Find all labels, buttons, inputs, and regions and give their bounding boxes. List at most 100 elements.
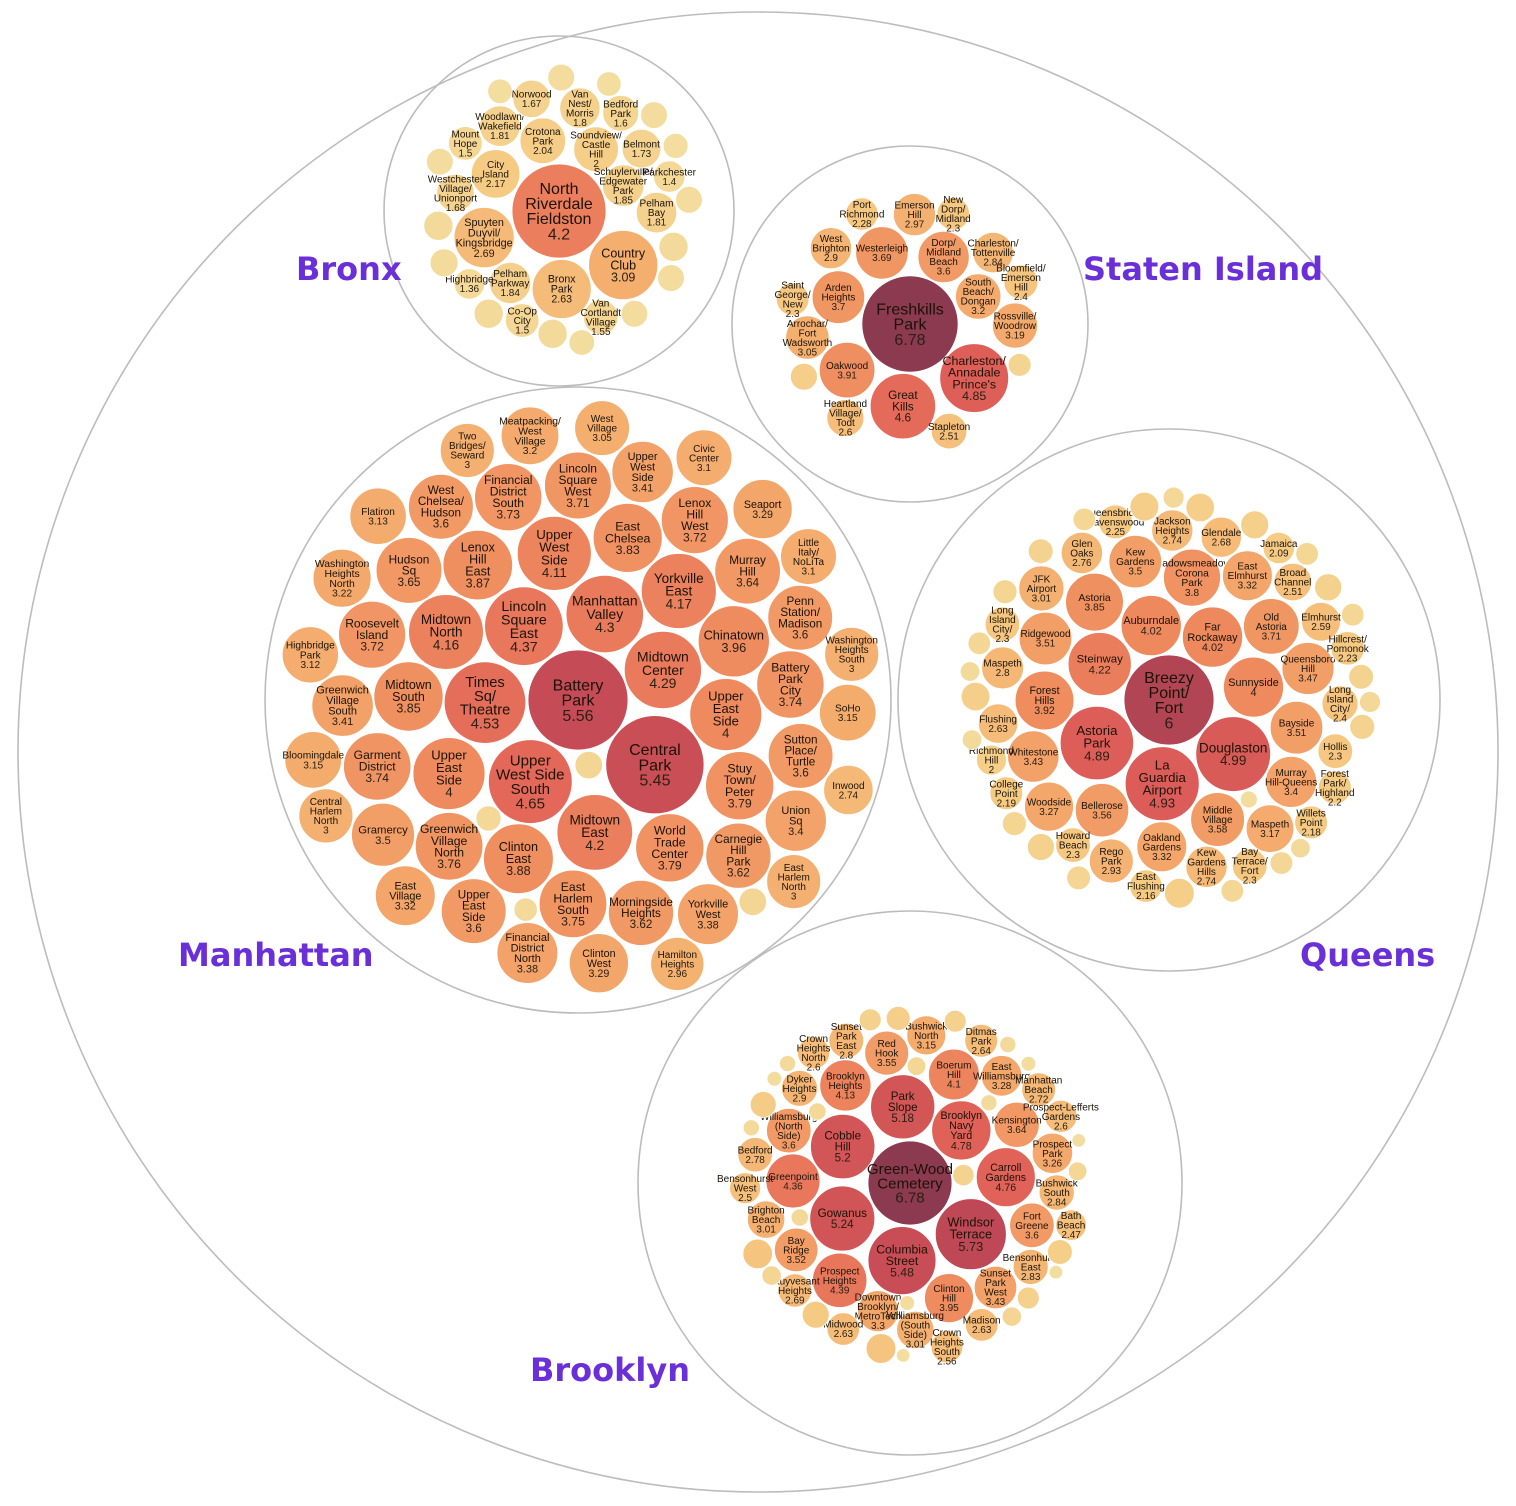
bubble-clinton-hill[interactable] <box>924 1273 974 1323</box>
bubble-ocean-parkway-south[interactable] <box>1047 1239 1073 1265</box>
bubble-flushing[interactable] <box>977 703 1019 744</box>
bubble-boerum-hill[interactable] <box>928 1048 980 1101</box>
bubble-great-kills[interactable] <box>869 373 937 440</box>
bubble-whitestone[interactable] <box>1007 730 1060 783</box>
bubble-howard-beach[interactable] <box>1055 827 1091 863</box>
bubble-crotona-park[interactable] <box>519 117 566 164</box>
bubble-riverdale-north-riverdale[interactable] <box>568 329 596 356</box>
bubble-seaport[interactable] <box>732 479 793 540</box>
bubble-rockaway-beach[interactable] <box>1164 877 1195 909</box>
bubble-ocean-hill[interactable] <box>761 1265 782 1286</box>
bubble-hollis[interactable] <box>1317 733 1353 769</box>
bubble-arden-heights[interactable] <box>811 270 866 324</box>
bubble-allerton-pelham-gardens[interactable] <box>658 231 689 262</box>
bubble-bloomfield-emerson-hill[interactable] <box>1003 264 1039 300</box>
bubble-bedford[interactable] <box>737 1137 773 1173</box>
bubble-lenox-hill-east[interactable] <box>442 529 513 601</box>
bubble-willets-point[interactable] <box>1294 805 1328 840</box>
bubble-midtown-south[interactable] <box>373 661 444 732</box>
bubble-canarsie[interactable] <box>742 1119 760 1137</box>
bubble-richmond-hill[interactable] <box>976 744 1007 776</box>
bubble-pelham-bay[interactable] <box>635 191 678 234</box>
bubble-red-hook[interactable] <box>864 1030 910 1076</box>
bubble-upper-west-side-south[interactable] <box>487 739 573 824</box>
bubble-prospect-lefferts-gardens[interactable] <box>1044 1099 1078 1133</box>
bubble-middle-village[interactable] <box>1190 792 1245 847</box>
bubble-maspeth[interactable] <box>1245 804 1295 853</box>
bubble-park-slope[interactable] <box>870 1074 936 1140</box>
bubble-manhattan-beach[interactable] <box>1021 1072 1056 1107</box>
bubble-red-hook[interactable] <box>1048 1264 1064 1280</box>
bubble-arrochar-fort-wadsworth[interactable] <box>785 315 830 360</box>
bubble-van-cortlandt-village[interactable] <box>582 299 619 335</box>
bubble-upper-east-side[interactable] <box>440 878 507 944</box>
bubble-east-elmhurst[interactable] <box>1222 550 1273 601</box>
bubble-stuy-town-peter-cooper-village[interactable] <box>705 751 775 821</box>
bubble-corona[interactable] <box>1027 538 1054 564</box>
bubble-governor-s-island-ellis-island-liberty-island[interactable] <box>513 897 538 922</box>
bubble-meatpacking-west-village-west[interactable] <box>500 406 560 465</box>
bubble-upper-west-side[interactable] <box>611 440 674 504</box>
bubble-emerson-hill[interactable] <box>893 193 937 237</box>
bubble-maspeth[interactable] <box>981 646 1024 690</box>
bubble-madison[interactable] <box>965 1308 999 1342</box>
bubble-east-flushing[interactable] <box>1129 869 1163 903</box>
bubble-clason-point[interactable] <box>429 248 459 278</box>
bubble-charleston-annadale-prince-s-bay[interactable] <box>939 343 1009 413</box>
bubble-spuyten-duyvil-kingsbridge[interactable] <box>453 207 515 269</box>
bubble-sunset-park-west[interactable] <box>973 1265 1018 1310</box>
bubble-green-wood-cemetery[interactable] <box>867 1140 953 1226</box>
bubble-heartland-village-todt-hill[interactable] <box>826 399 865 437</box>
bubble-kensington[interactable] <box>993 1101 1040 1148</box>
bubble-bushwick-south[interactable] <box>1038 1174 1075 1211</box>
bubble-breezy-point-fort-tilden-riis-beach[interactable] <box>1123 654 1215 746</box>
bubble-cambria-heights[interactable] <box>959 661 981 682</box>
bubble-long-island-city-queens-plaza[interactable] <box>1321 685 1359 723</box>
bubble-flatbush-ditmas-park[interactable] <box>858 1008 882 1032</box>
bubble-bayside[interactable] <box>1340 603 1365 627</box>
bubble-washington-heights-south[interactable] <box>824 626 880 682</box>
bubble-saint-george-new-brighton[interactable] <box>775 282 810 316</box>
bubble-south-jamaica[interactable] <box>1072 507 1097 532</box>
bubble-midtown-center[interactable] <box>623 631 702 710</box>
bubble-ozone-park[interactable] <box>1129 491 1160 522</box>
bubble-south-ozone-park[interactable] <box>1359 691 1381 713</box>
bubble-flushing-meadows[interactable] <box>961 729 983 750</box>
bubble-upper-west-side-north[interactable] <box>516 516 592 591</box>
bubble-baisley-park[interactable] <box>1240 510 1270 540</box>
bubble-bay-terrace-fort-totten[interactable] <box>1231 848 1268 884</box>
bubble-hunts-point[interactable] <box>675 186 703 214</box>
bubble-downtown-brooklyn-metrotech[interactable] <box>857 1290 899 1332</box>
bubble-west-chelsea-hudson-yards[interactable] <box>408 473 474 540</box>
bubble-williamsburg-north-side[interactable] <box>766 1107 812 1154</box>
bubble-country-club[interactable] <box>588 230 659 301</box>
bubble-central-harlem-north[interactable] <box>298 788 354 844</box>
bubble-yorkville-east[interactable] <box>640 553 717 629</box>
bubble-westerleigh[interactable] <box>855 226 909 280</box>
bubble-broad-channel[interactable] <box>1273 562 1312 602</box>
bubble-roosevelt-island[interactable] <box>338 600 407 669</box>
bubble-laurelton[interactable] <box>1290 837 1311 859</box>
bubble-jamaica-estates[interactable] <box>1349 713 1376 740</box>
bubble-freshkills-park[interactable] <box>861 275 959 373</box>
bubble-woodlawn-wakefield[interactable] <box>479 105 521 147</box>
bubble-east-harlem-north[interactable] <box>766 854 822 909</box>
bubble-jackson-heights[interactable] <box>1151 509 1194 552</box>
bubble-bushwick-north[interactable] <box>906 1015 947 1056</box>
bubble-old-astoria[interactable] <box>1243 598 1300 655</box>
bubble-yorkville-west[interactable] <box>677 883 739 945</box>
bubble-bensonhurst-east[interactable] <box>1012 1249 1049 1285</box>
bubble-carnegie-hill-park[interactable] <box>705 822 772 889</box>
bubble-soundview-bruckner[interactable] <box>547 63 575 92</box>
bubble-columbia-street[interactable] <box>867 1226 937 1295</box>
bubble-college-point[interactable] <box>989 776 1024 811</box>
bubble-east-harlem-south[interactable] <box>538 869 608 939</box>
bubble-melrose-south[interactable] <box>596 71 622 97</box>
bubble-gravesend[interactable] <box>801 1300 830 1329</box>
bubble-murray-hill-queens[interactable] <box>1265 756 1317 808</box>
bubble-north-riverdale-fieldston[interactable] <box>511 163 607 259</box>
bubble-port-richmond[interactable] <box>845 197 879 231</box>
bubble-soho[interactable] <box>819 684 877 742</box>
bubble-mariners-harbor[interactable] <box>1007 352 1032 377</box>
bubble-dorp-midland-beach[interactable] <box>917 230 970 283</box>
